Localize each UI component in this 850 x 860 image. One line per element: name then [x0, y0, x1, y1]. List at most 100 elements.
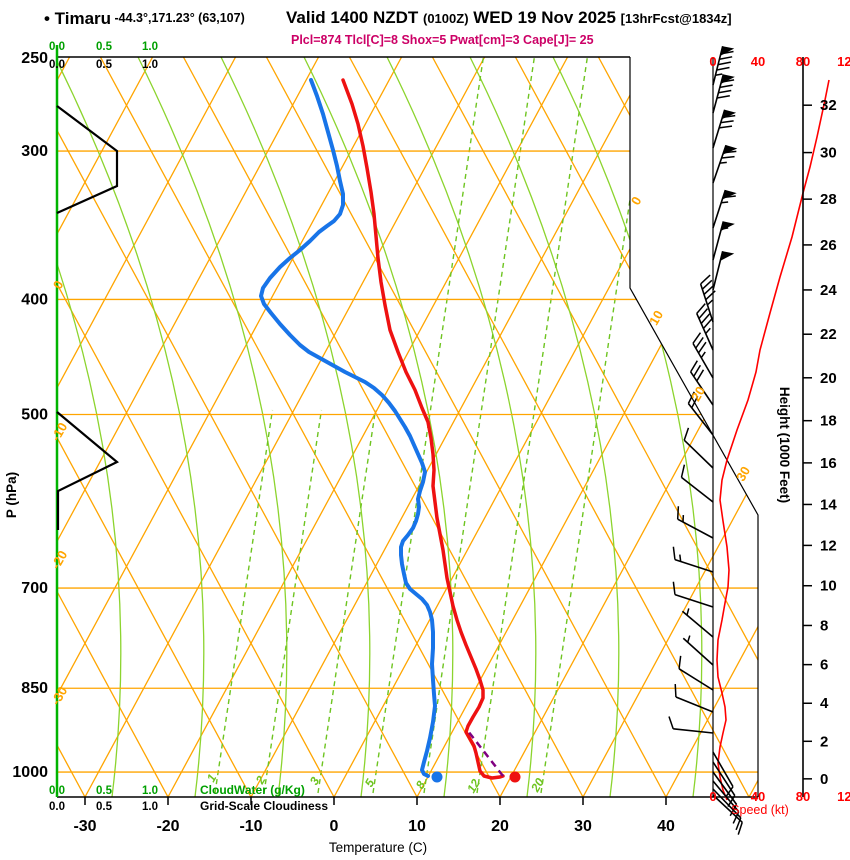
height-tick-label: 26 [820, 237, 837, 254]
speed-tick-label-top: 40 [751, 54, 765, 69]
mixing-ratio-label: 3 [307, 774, 323, 787]
moist-adiabat-line [303, 57, 454, 797]
wind-barb [676, 506, 714, 539]
speed-tick-label-top: 120 [837, 54, 850, 69]
surface-temperature-dot [509, 771, 521, 783]
dry-adiabat-line [57, 57, 252, 797]
isotherm-line [57, 57, 320, 797]
speed-tick-label-bottom: 0 [709, 789, 716, 804]
moist-adiabat-line [137, 57, 288, 797]
dry-adiabat-line [57, 57, 169, 797]
plot-right-boundary [629, 57, 759, 797]
wind-barb [712, 221, 735, 261]
wind-barb [712, 794, 743, 835]
station-coordinates: -44.3°,171.23° (63,107) [111, 11, 245, 25]
dry-adiabat-line [597, 57, 758, 797]
moist-adiabat-line [57, 57, 122, 797]
moist-adiabat-line [635, 57, 758, 797]
speed-tick-label-bottom: 40 [751, 789, 765, 804]
height-tick-label: 22 [820, 326, 837, 343]
speed-tick-label-top: 0 [709, 54, 716, 69]
cloudiness-scale-top: 1.0 [142, 59, 158, 71]
valid-zulu: (0100Z) [423, 11, 469, 26]
wind-barb [672, 581, 714, 608]
height-tick-label: 20 [820, 370, 837, 387]
skewt-grid [57, 57, 758, 797]
height-axis-title: Height (1000 Feet) [777, 387, 792, 503]
moist-adiabat-line [386, 57, 537, 797]
temperature-tick-label: 30 [574, 818, 592, 835]
height-tick-label: 30 [820, 145, 837, 162]
wind-barb [712, 45, 735, 86]
temperature-tick-label: -10 [239, 818, 262, 835]
height-tick-label: 0 [820, 771, 828, 788]
wind-barb [682, 635, 714, 666]
height-tick-label: 6 [820, 657, 828, 674]
cloudiness-scale-bottom: 0.0 [49, 801, 65, 813]
isotherm-line [84, 57, 486, 797]
temperature-tick-label: 10 [408, 818, 426, 835]
height-tick-label: 8 [820, 617, 828, 634]
mixing-ratio-line [476, 57, 589, 794]
wind-barb [699, 274, 716, 323]
wind-barb [687, 391, 714, 436]
isotherm-line [416, 57, 758, 797]
cloud-profile-curve [56, 411, 120, 530]
temperature-tick-label: 20 [491, 818, 509, 835]
isotherm-line [167, 57, 569, 797]
wind-barb [672, 546, 714, 573]
moist-adiabat-line [552, 57, 703, 797]
isotherm-label: 10 [646, 308, 666, 328]
cloudwater-scale-top: 0.5 [96, 41, 113, 53]
mixing-ratio-line [263, 409, 323, 794]
mixing-ratio-line [423, 57, 536, 794]
moist-adiabat-line [220, 57, 371, 797]
valid-fcst: [13hrFcst@1834z] [620, 11, 732, 26]
mixing-ratio-label: 12 [464, 776, 483, 795]
dry-adiabat-line [57, 57, 335, 797]
height-tick-label: 28 [820, 191, 837, 208]
isotherm-label: 20 [688, 384, 708, 404]
wind-barb [681, 608, 714, 638]
pressure-axis-title: P (hPa) [4, 472, 19, 518]
station-name: Timaru [49, 9, 112, 28]
temperature-curve [341, 78, 505, 780]
wind-barb [674, 683, 714, 713]
wind-barb [668, 716, 714, 734]
valid-date: WED 19 Nov 2025 [468, 8, 621, 27]
station-title: • Timaru -44.3°,171.23° (63,107) [44, 9, 245, 29]
isotherm-line [665, 57, 758, 797]
height-tick-label: 18 [820, 413, 837, 430]
wind-barb [712, 250, 735, 291]
mixing-ratio-label: 5 [362, 776, 378, 789]
height-tick-label: 14 [820, 496, 837, 513]
height-tick-label: 24 [820, 282, 837, 299]
wind-barb [678, 655, 714, 691]
parcel-path [467, 730, 504, 777]
dry-adiabat-label: -30 [48, 684, 70, 708]
dry-adiabat-line [182, 57, 584, 797]
speed-axis-title: Speed (kt) [731, 803, 789, 817]
cloudiness-legend-label: Grid-Scale Cloudiness [200, 799, 328, 813]
mixing-ratio-label: 20 [528, 775, 547, 795]
cloudwater-scale-bottom: 0.5 [96, 785, 113, 797]
wind-barb [712, 74, 735, 114]
valid-time-title: Valid 1400 NZDT (0100Z) WED 19 Nov 2025 … [286, 8, 732, 28]
wind-barb [712, 109, 737, 149]
isotherm-line [582, 57, 758, 797]
station-bullet-icon: • [44, 9, 50, 28]
dry-adiabat-line [57, 57, 418, 797]
stability-indices: Plcl=874 Tlcl[C]=8 Shox=5 Pwat[cm]=3 Cap… [291, 33, 594, 47]
cloudiness-scale-top: 0.5 [96, 59, 113, 71]
temperature-axis-title: Temperature (C) [329, 840, 427, 855]
mixing-ratio-line [214, 409, 274, 794]
pressure-tick-label: 700 [21, 580, 48, 597]
dewpoint-curve [259, 78, 437, 778]
dry-adiabat-line [514, 57, 758, 797]
cloudwater-scale-bottom: 1.0 [142, 785, 158, 797]
height-tick-label: 16 [820, 455, 837, 472]
speed-tick-label-bottom: 80 [796, 789, 810, 804]
pressure-tick-label: 250 [21, 50, 48, 67]
